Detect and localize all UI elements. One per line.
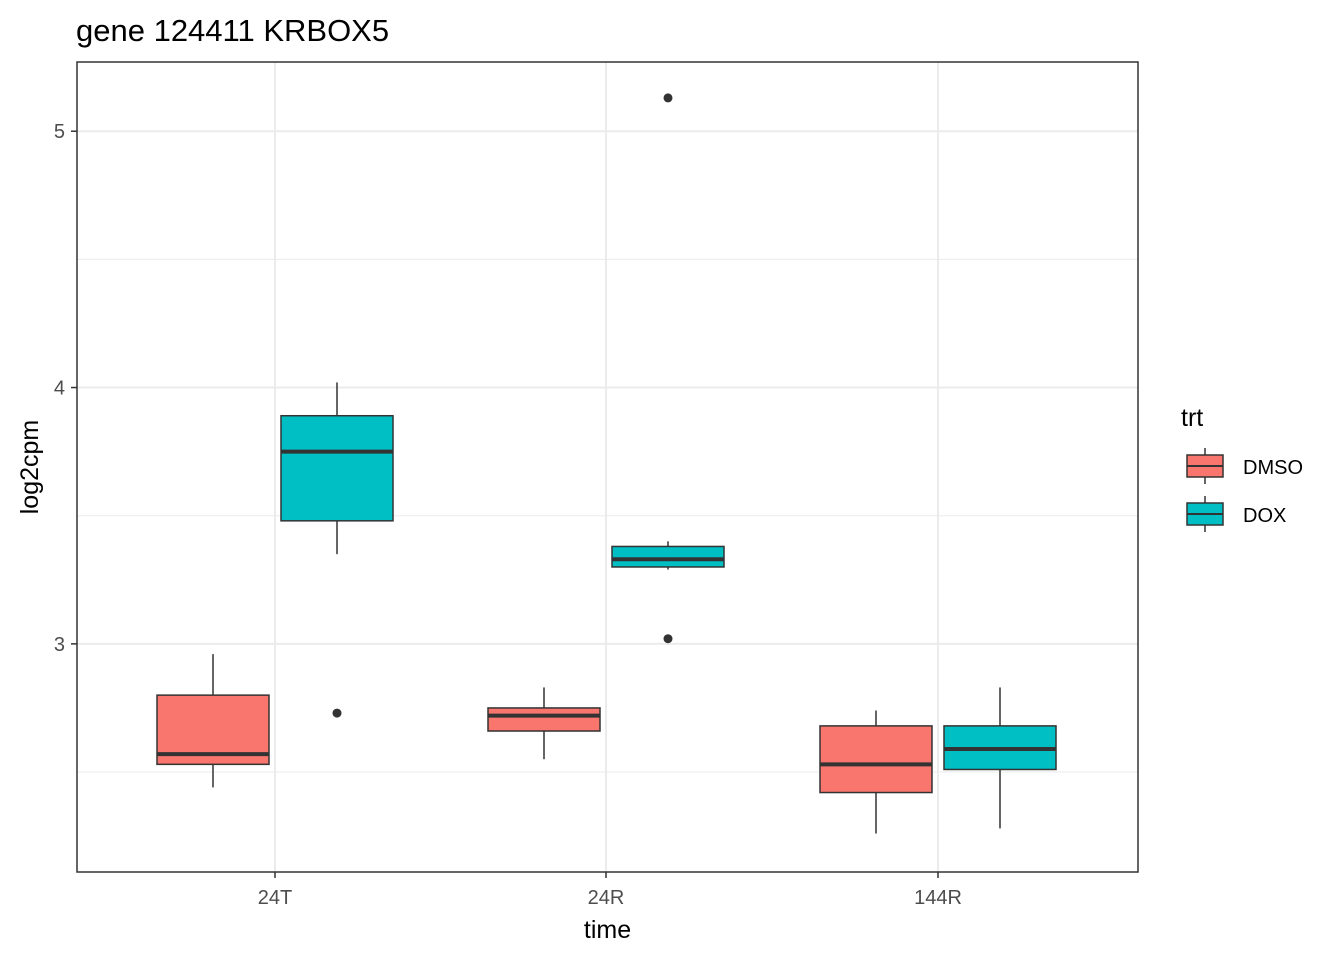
y-tick-label: 5 bbox=[54, 121, 65, 143]
legend-label: DOX bbox=[1243, 505, 1286, 527]
outlier-point bbox=[663, 634, 673, 644]
box-dmso-144r bbox=[819, 710, 933, 834]
legend-entry-dmso: DMSO bbox=[1186, 448, 1303, 484]
box-dmso-24t bbox=[156, 654, 270, 788]
x-axis-title: time bbox=[584, 916, 631, 944]
axes: 3 4 5 24T 24R 144R bbox=[54, 121, 962, 909]
plot-border bbox=[76, 61, 1139, 873]
box-dox-24r bbox=[611, 93, 725, 644]
legend: trt DMSO DOX bbox=[1181, 404, 1303, 532]
box-body bbox=[280, 414, 394, 522]
box-dmso-24r bbox=[487, 687, 601, 760]
box-layer bbox=[156, 93, 1057, 834]
y-tick-label: 4 bbox=[54, 378, 65, 400]
box-body bbox=[611, 545, 725, 568]
x-tick-label: 24R bbox=[588, 887, 625, 909]
box-body bbox=[487, 707, 601, 732]
grid-lines bbox=[77, 62, 1138, 872]
y-axis-title: log2cpm bbox=[16, 420, 44, 515]
x-tick-label: 24T bbox=[258, 887, 292, 909]
legend-title: trt bbox=[1181, 404, 1203, 432]
x-tick-label: 144R bbox=[914, 887, 962, 909]
legend-label: DMSO bbox=[1243, 457, 1303, 479]
y-tick-label: 3 bbox=[54, 634, 65, 656]
outlier-point bbox=[332, 708, 342, 718]
outlier-point bbox=[663, 93, 673, 103]
box-dox-24t bbox=[280, 382, 394, 718]
box-body bbox=[819, 725, 933, 794]
chart-title: gene 124411 KRBOX5 bbox=[76, 13, 389, 48]
box-dox-144r bbox=[943, 687, 1057, 829]
legend-entry-dox: DOX bbox=[1186, 496, 1286, 532]
